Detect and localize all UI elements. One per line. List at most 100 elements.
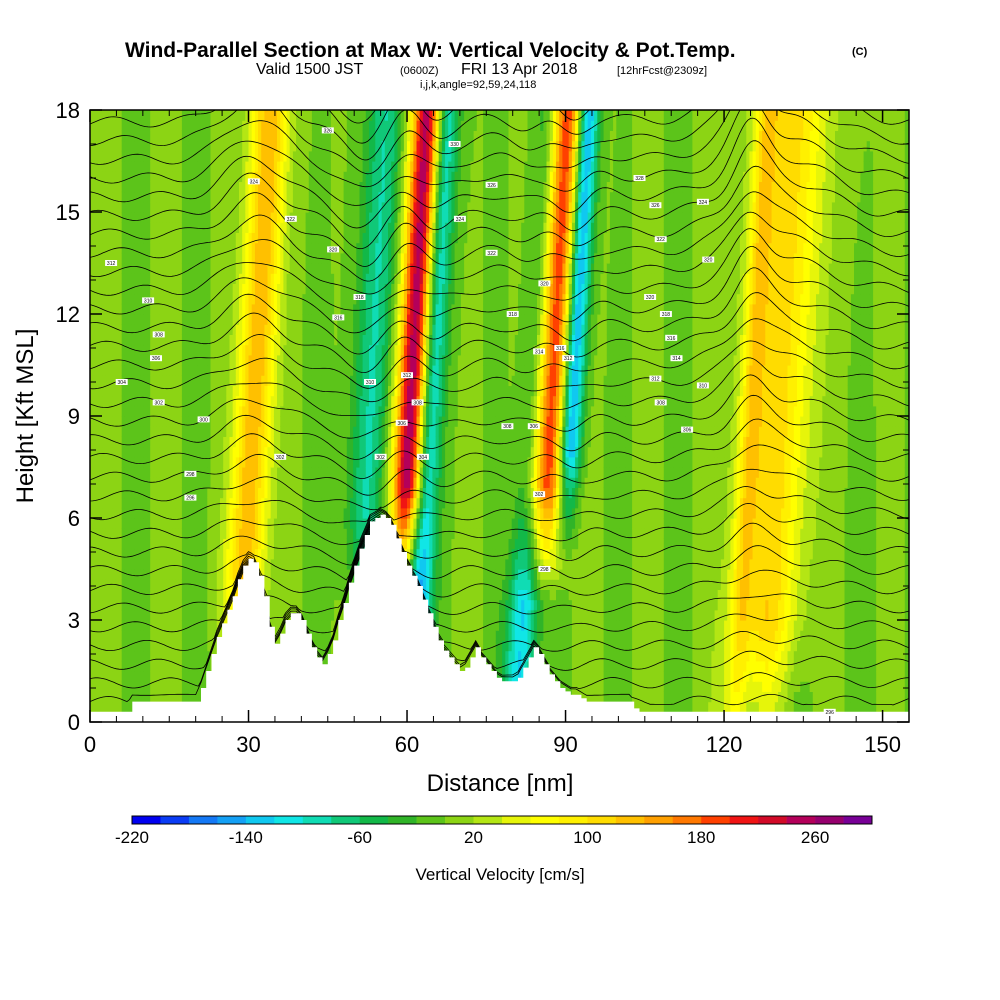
velocity-cell [159,650,164,662]
velocity-cell [248,375,253,386]
velocity-cell [327,518,332,529]
velocity-cell [175,436,180,448]
velocity-cell [172,365,177,376]
velocity-cell [181,650,186,662]
velocity-cell [109,283,113,295]
velocity-cell [181,130,186,142]
velocity-cell [318,507,323,519]
velocity-cell [96,681,101,692]
velocity-cell [299,365,303,376]
velocity-cell [261,120,265,131]
velocity-cell [229,477,234,488]
velocity-cell [109,385,113,397]
velocity-cell [264,303,269,315]
velocity-cell [204,314,208,325]
velocity-cell [343,528,348,539]
velocity-cell [109,528,113,539]
velocity-cell [134,405,139,417]
velocity-cell [330,620,335,631]
velocity-cell [204,263,208,274]
velocity-cell [153,650,158,662]
velocity-cell [318,161,323,172]
velocity-cell [324,405,329,417]
velocity-cell [178,365,183,376]
velocity-cell [191,569,196,580]
velocity-cell [175,640,180,652]
velocity-cell [105,528,110,539]
velocity-cell [254,405,259,417]
velocity-cell [267,405,272,417]
velocity-cell [226,212,231,223]
velocity-cell [229,467,234,478]
velocity-cell [172,660,177,672]
velocity-cell [311,150,316,162]
velocity-cell [121,518,126,529]
velocity-cell [172,528,177,539]
velocity-cell [343,273,348,284]
velocity-cell [216,507,221,519]
velocity-cell [150,314,154,325]
velocity-cell [311,273,316,284]
velocity-cell [232,212,237,223]
velocity-cell [280,222,284,233]
velocity-cell [283,538,288,550]
velocity-cell [239,538,243,550]
velocity-cell [223,405,227,417]
velocity-cell [153,446,158,458]
velocity-cell [147,263,151,274]
velocity-cell [207,385,212,397]
velocity-cell [318,630,323,641]
velocity-cell [289,456,294,468]
velocity-cell [201,150,205,162]
velocity-cell [242,212,246,223]
velocity-cell [109,630,113,641]
velocity-cell [305,416,310,427]
velocity-cell [270,477,275,488]
velocity-cell [159,334,164,346]
velocity-cell [226,140,231,152]
velocity-cell [245,161,250,172]
velocity-cell [264,497,269,509]
velocity-cell [318,344,323,356]
velocity-cell [93,395,97,407]
velocity-cell [118,334,123,346]
velocity-cell [277,242,281,254]
velocity-cell [330,222,335,233]
velocity-cell [343,548,348,560]
velocity-cell [197,487,202,499]
velocity-cell [150,161,154,172]
velocity-cell [239,344,243,356]
velocity-cell [254,273,259,284]
velocity-cell [305,569,310,580]
velocity-cell [299,385,303,397]
velocity-cell [153,252,158,264]
velocity-cell [181,405,186,417]
velocity-cell [273,395,278,407]
velocity-cell [248,538,253,550]
velocity-cell [245,120,250,131]
velocity-cell [156,314,161,325]
velocity-cell [318,263,323,274]
velocity-cell [181,191,186,203]
velocity-cell [321,334,326,346]
velocity-cell [280,487,284,499]
velocity-cell [302,385,307,397]
velocity-cell [96,181,101,193]
velocity-cell [131,681,135,692]
velocity-cell [188,365,193,376]
velocity-cell [270,354,275,366]
velocity-cell [330,161,335,172]
velocity-cell [169,395,174,407]
velocity-cell [134,375,139,386]
velocity-cell [102,589,107,601]
velocity-cell [327,395,332,407]
velocity-cell [242,140,246,152]
velocity-cell [124,344,129,356]
velocity-cell [93,416,97,427]
velocity-cell [245,507,250,519]
velocity-cell [197,548,202,560]
velocity-cell [289,181,294,193]
velocity-cell [226,344,231,356]
velocity-cell [327,620,332,631]
velocity-cell [251,222,256,233]
